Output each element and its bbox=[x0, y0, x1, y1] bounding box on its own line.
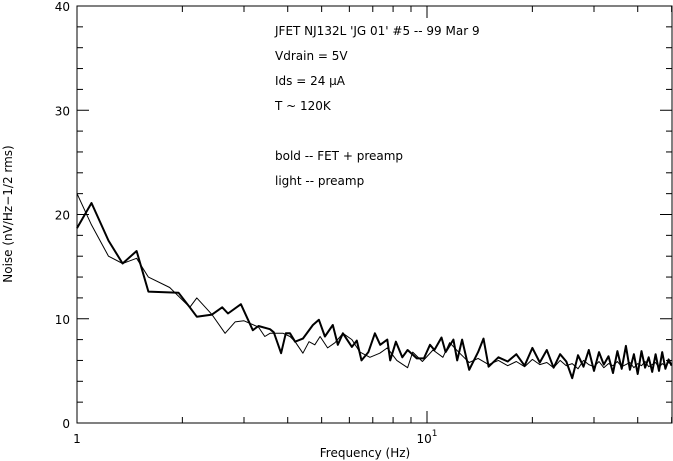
y-tick-label: 0 bbox=[62, 417, 70, 431]
x-tick-label: 1 bbox=[73, 432, 81, 446]
plot-frame bbox=[76, 5, 673, 424]
series-line-light bbox=[76, 193, 672, 370]
x-tick-label: 101 bbox=[416, 429, 437, 446]
y-tick-labels: 0 10 20 30 40 bbox=[55, 0, 70, 431]
y-tick-label: 20 bbox=[55, 209, 70, 223]
annotation-line: bold -- FET + preamp bbox=[275, 149, 403, 163]
x-axis-label: Frequency (Hz) bbox=[320, 446, 411, 460]
annotation-line: Ids = 24 μA bbox=[275, 74, 346, 88]
y-tick-label: 30 bbox=[55, 104, 70, 118]
annotation-line: JFET NJ132L 'JG 01' #5 -- 99 Mar 9 bbox=[274, 24, 480, 38]
series-line-bold bbox=[76, 202, 673, 380]
x-tick-labels: 1 101 bbox=[73, 429, 437, 446]
y-tick-label: 40 bbox=[55, 0, 70, 14]
series-lines bbox=[76, 193, 673, 380]
x-tick-exponent: 1 bbox=[432, 429, 438, 439]
y-tick-label: 10 bbox=[55, 313, 70, 327]
annotation-line: light -- preamp bbox=[275, 174, 364, 188]
x-tick-base: 10 bbox=[416, 432, 431, 446]
y-axis-label: Noise (nV/Hz−1/2 rms) bbox=[1, 145, 15, 283]
annotation-line: Vdrain = 5V bbox=[275, 49, 348, 63]
annotation-block: JFET NJ132L 'JG 01' #5 -- 99 Mar 9 Vdrain… bbox=[274, 24, 480, 188]
axis-ticks bbox=[76, 5, 673, 424]
x-tick-base: 1 bbox=[73, 432, 81, 446]
annotation-line: T ~ 120K bbox=[274, 99, 332, 113]
